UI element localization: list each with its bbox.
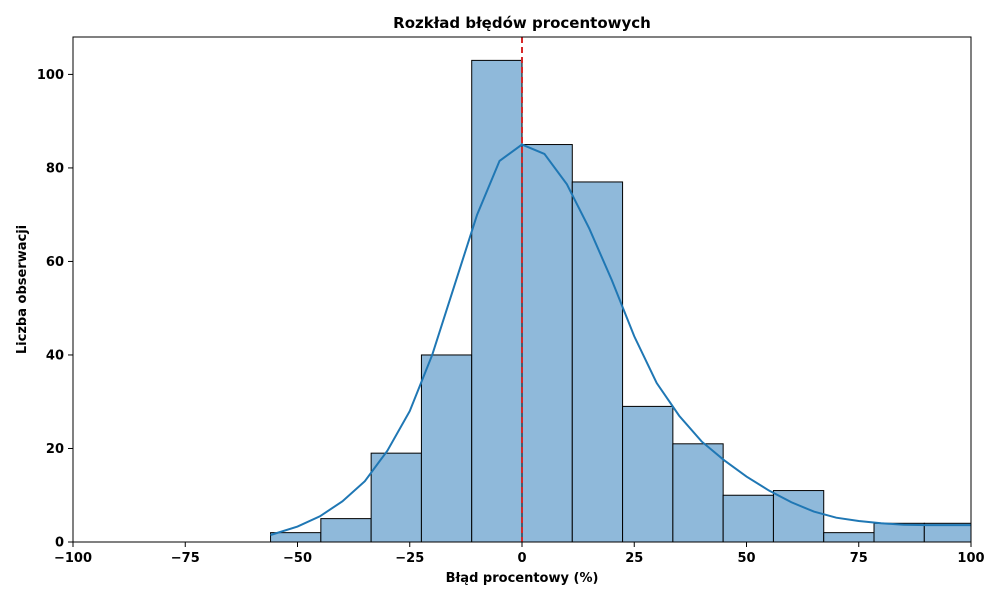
y-tick-label: 20 — [46, 442, 64, 457]
histogram-bar — [622, 405, 674, 543]
x-tick-label: 75 — [850, 551, 868, 566]
y-tick-label: 0 — [55, 536, 64, 551]
x-tick-label: −50 — [283, 551, 312, 566]
histogram-bar — [873, 522, 925, 543]
kde-curve — [270, 143, 971, 536]
x-tick-label: −25 — [395, 551, 424, 566]
x-tick-label: 100 — [957, 551, 984, 566]
histogram-bar — [521, 144, 573, 543]
histogram-bar — [370, 452, 422, 543]
y-tick-label: 60 — [46, 255, 64, 270]
histogram-bar — [471, 59, 523, 543]
x-tick-label: 0 — [517, 551, 526, 566]
y-axis-label: Liczba obserwacji — [15, 225, 30, 354]
histogram-bar — [270, 532, 322, 543]
x-axis-ticks: −100 −75 −50 −25 0 25 50 75 100 — [54, 542, 985, 566]
y-tick-label: 80 — [46, 161, 64, 176]
chart-title: Rozkład błędów procentowych — [393, 14, 651, 32]
x-axis-label: Błąd procentowy (%) — [446, 571, 599, 586]
x-tick-label: 25 — [625, 551, 643, 566]
y-tick-label: 40 — [46, 348, 64, 363]
x-tick-label: −75 — [171, 551, 200, 566]
histogram-bar — [672, 443, 724, 543]
y-axis-ticks: 0 20 40 60 80 100 — [37, 68, 73, 551]
histogram-bar — [571, 181, 624, 543]
histogram-bar — [320, 518, 372, 543]
histogram-bar — [420, 354, 473, 543]
x-tick-label: −100 — [54, 551, 92, 566]
histogram-bar — [772, 490, 825, 543]
histogram-bar — [722, 494, 774, 543]
x-tick-label: 50 — [737, 551, 755, 566]
y-tick-label: 100 — [37, 68, 64, 83]
histogram-bar — [823, 532, 875, 543]
histogram-bars — [270, 59, 972, 543]
